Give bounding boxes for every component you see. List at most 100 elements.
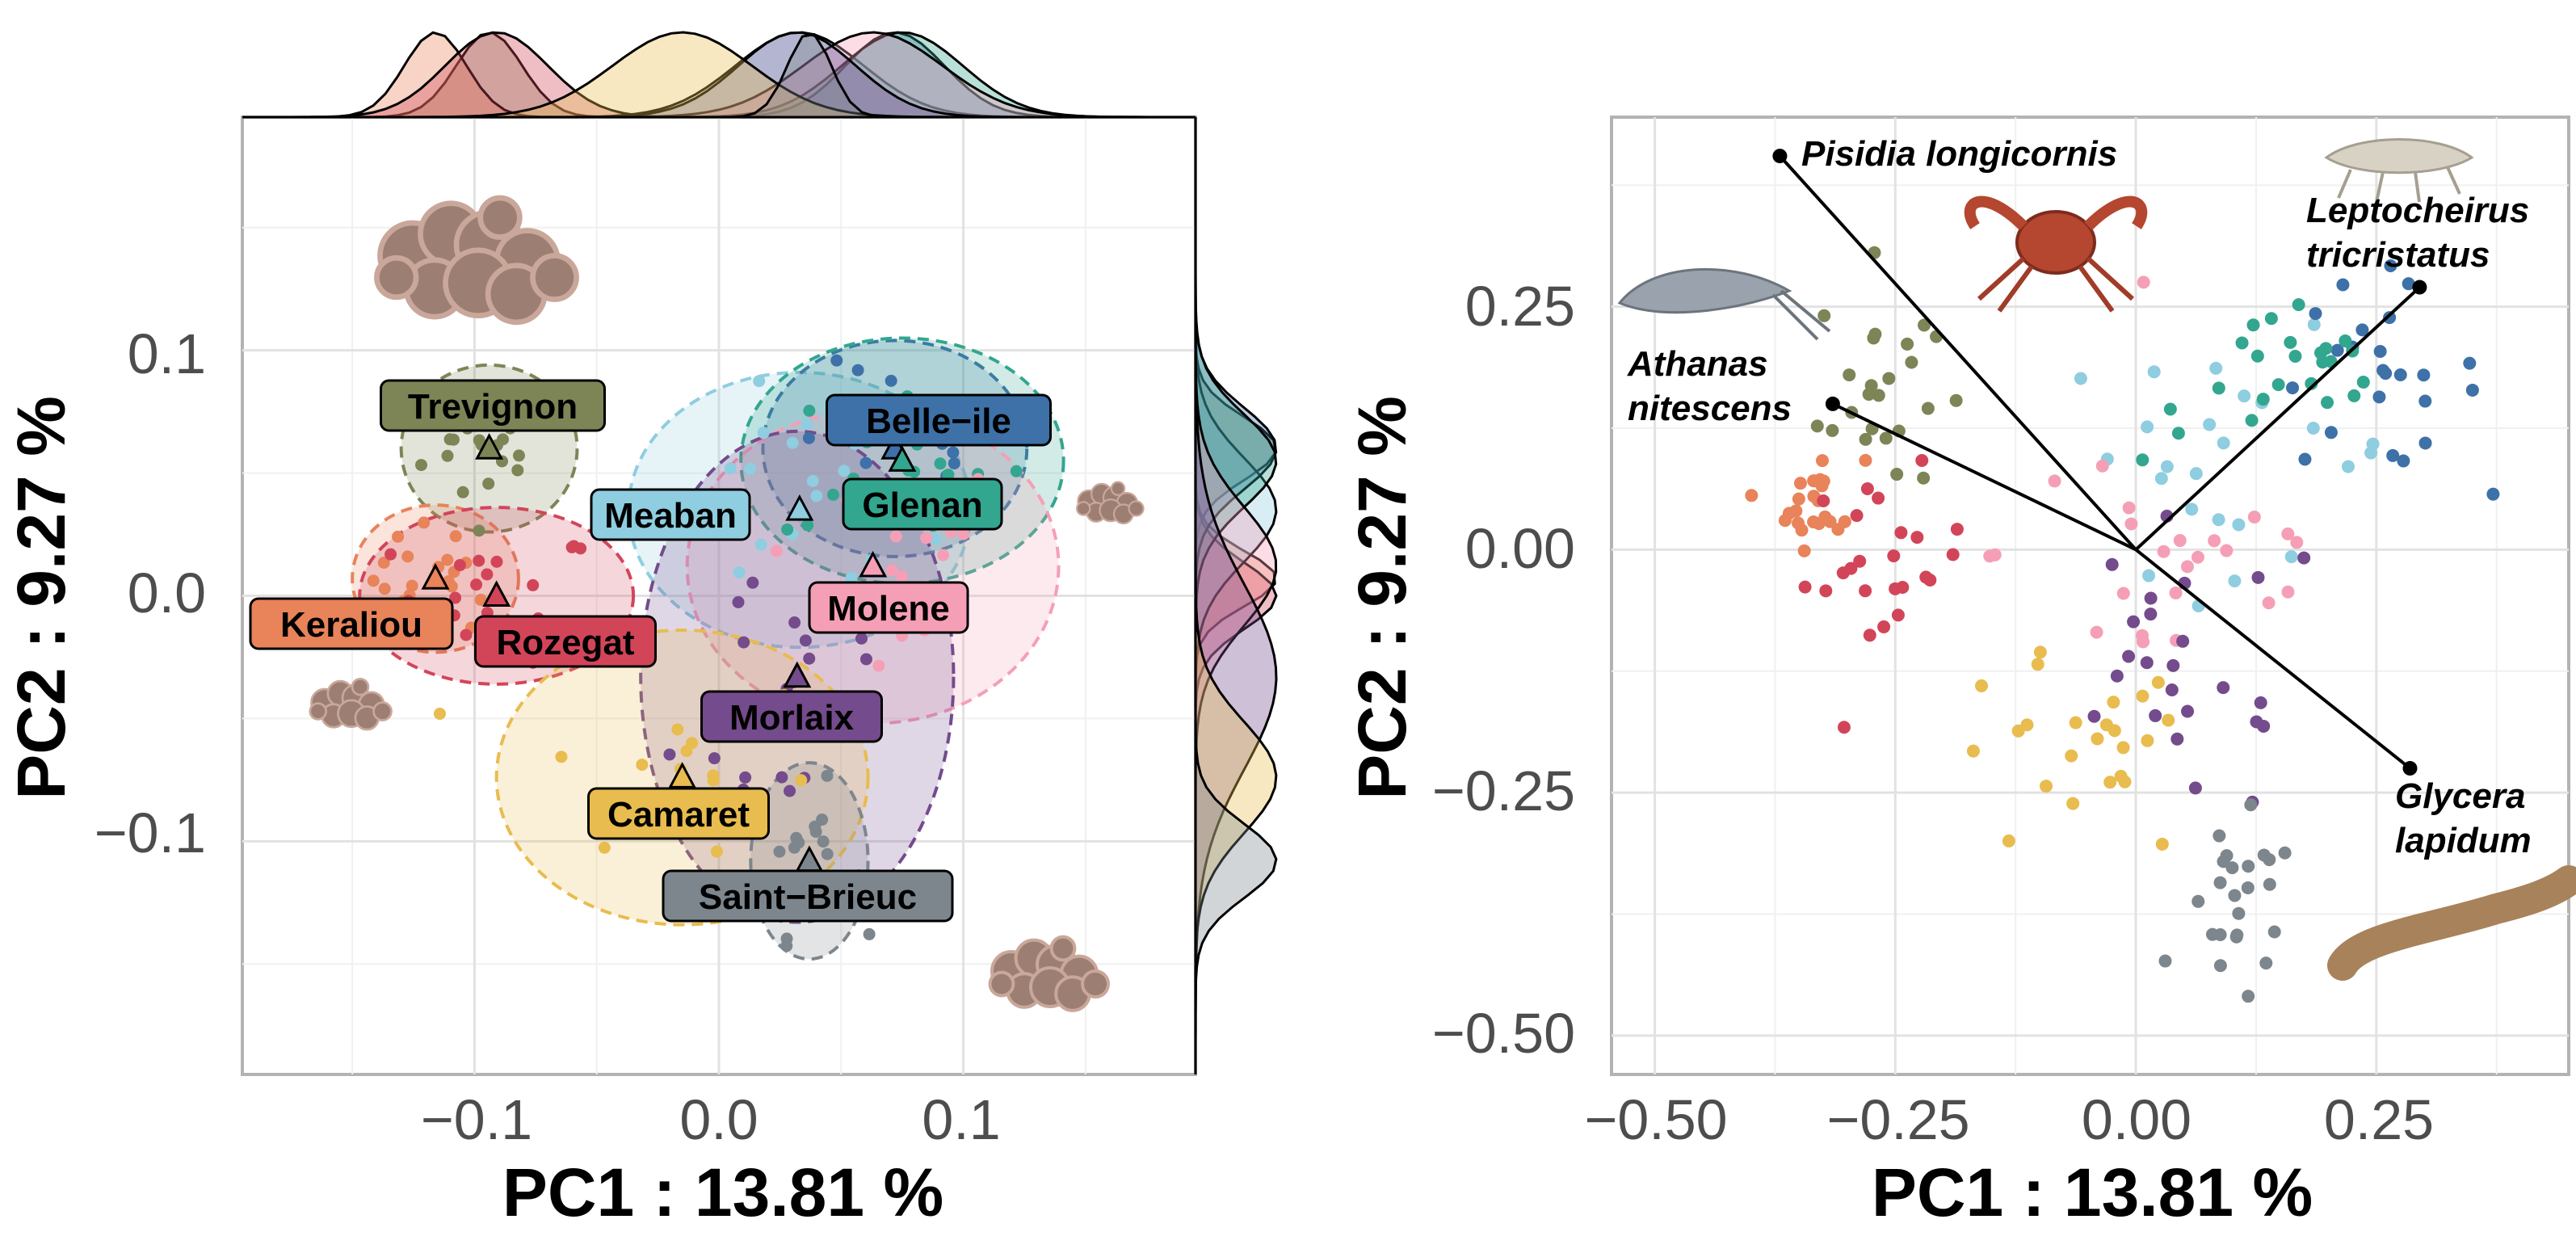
data-point bbox=[786, 436, 799, 449]
species-vectors bbox=[1772, 149, 2427, 776]
data-point bbox=[2292, 298, 2305, 312]
x-axis-title: PC1 : 13.81 % bbox=[1872, 1154, 2313, 1230]
maerl-branch bbox=[1110, 481, 1126, 496]
data-point bbox=[1819, 584, 1833, 598]
data-point bbox=[2212, 513, 2225, 527]
data-point bbox=[845, 571, 858, 584]
data-point bbox=[1921, 402, 1935, 415]
data-point bbox=[1966, 744, 1980, 758]
data-point bbox=[2238, 389, 2251, 403]
data-point bbox=[801, 519, 814, 532]
data-point bbox=[2141, 734, 2154, 747]
data-point bbox=[2203, 418, 2217, 431]
data-point bbox=[2262, 596, 2276, 610]
data-point bbox=[710, 845, 723, 858]
data-point bbox=[2286, 381, 2300, 395]
x-tick-label: 0.1 bbox=[922, 1088, 1000, 1151]
crab-claws bbox=[1964, 196, 2148, 231]
data-point bbox=[636, 759, 649, 772]
y-tick-label: 0.25 bbox=[1465, 275, 1575, 338]
site-labels: Trevignon Keraliou Rozegat Meaban Belle−ile G… bbox=[249, 379, 1052, 923]
data-point bbox=[2281, 527, 2295, 540]
x-tick-label: 0.00 bbox=[2082, 1088, 2191, 1151]
amphipod-body bbox=[2324, 138, 2474, 174]
data-point bbox=[2144, 591, 2158, 605]
maerl-branch bbox=[372, 701, 393, 721]
data-point bbox=[816, 814, 829, 826]
data-point bbox=[2122, 501, 2136, 515]
data-point bbox=[2376, 364, 2390, 377]
data-point bbox=[1831, 523, 1845, 536]
data-point bbox=[2235, 336, 2249, 350]
data-point bbox=[781, 523, 794, 536]
data-point bbox=[2257, 848, 2271, 862]
data-point bbox=[2465, 383, 2479, 397]
data-point bbox=[2245, 414, 2259, 427]
maerl-branch bbox=[1081, 969, 1111, 999]
data-point bbox=[2264, 312, 2278, 326]
data-point bbox=[2228, 574, 2242, 588]
data-point bbox=[385, 548, 397, 561]
data-point bbox=[830, 354, 843, 367]
data-point bbox=[2033, 645, 2047, 659]
species-vector-tip bbox=[2402, 761, 2418, 776]
data-point bbox=[2147, 365, 2161, 379]
data-point bbox=[2241, 881, 2255, 894]
data-point bbox=[2232, 518, 2246, 532]
data-point bbox=[2157, 545, 2170, 558]
site-label: Belle−ile bbox=[866, 402, 1011, 441]
data-point bbox=[1950, 523, 1964, 536]
data-point bbox=[1817, 494, 1830, 507]
data-point bbox=[441, 449, 454, 462]
data-point bbox=[2171, 427, 2185, 440]
data-point bbox=[2336, 278, 2350, 292]
y-tick-label: 0.1 bbox=[128, 322, 206, 385]
data-point bbox=[2220, 544, 2234, 557]
data-point bbox=[957, 528, 970, 540]
data-point bbox=[2090, 625, 2103, 639]
data-point bbox=[2246, 318, 2260, 332]
data-point bbox=[2099, 718, 2113, 732]
data-point bbox=[482, 477, 495, 490]
data-point bbox=[2208, 534, 2221, 548]
data-point bbox=[754, 538, 767, 551]
species-vector bbox=[1778, 154, 2137, 551]
maerl-branch bbox=[988, 970, 1015, 998]
data-point bbox=[1877, 620, 1891, 633]
data-point bbox=[724, 462, 737, 475]
data-point bbox=[1949, 393, 1963, 407]
data-point bbox=[1792, 516, 1805, 530]
data-point bbox=[2384, 259, 2397, 272]
site-centroids bbox=[421, 433, 917, 872]
data-point bbox=[2158, 954, 2172, 968]
data-point bbox=[2011, 724, 2025, 738]
data-point bbox=[406, 579, 418, 592]
data-point bbox=[2154, 472, 2168, 486]
data-point bbox=[2366, 437, 2380, 451]
data-point bbox=[929, 532, 942, 545]
species-vector bbox=[1832, 402, 2137, 552]
data-point bbox=[441, 553, 454, 566]
data-point bbox=[746, 576, 759, 589]
centroid-marker bbox=[783, 661, 812, 688]
data-point bbox=[2181, 704, 2195, 718]
maerl-branch bbox=[1049, 935, 1077, 962]
data-point bbox=[2486, 487, 2500, 501]
data-point bbox=[496, 433, 509, 446]
data-point bbox=[817, 835, 830, 848]
data-point bbox=[2309, 307, 2322, 321]
maerl-coralline-icon bbox=[988, 935, 1111, 1012]
data-point bbox=[1910, 531, 1924, 545]
data-point bbox=[2110, 669, 2124, 683]
shrimp-body bbox=[1617, 267, 1792, 314]
data-point bbox=[2137, 635, 2150, 649]
site-label: Saint−Brieuc bbox=[699, 877, 917, 917]
species-label: Athanas bbox=[1627, 344, 1768, 384]
data-point bbox=[686, 737, 699, 750]
data-point bbox=[2105, 557, 2119, 571]
data-point bbox=[2250, 349, 2264, 363]
worm-body bbox=[2327, 865, 2576, 981]
data-point bbox=[2163, 402, 2177, 416]
data-point bbox=[2232, 906, 2246, 920]
